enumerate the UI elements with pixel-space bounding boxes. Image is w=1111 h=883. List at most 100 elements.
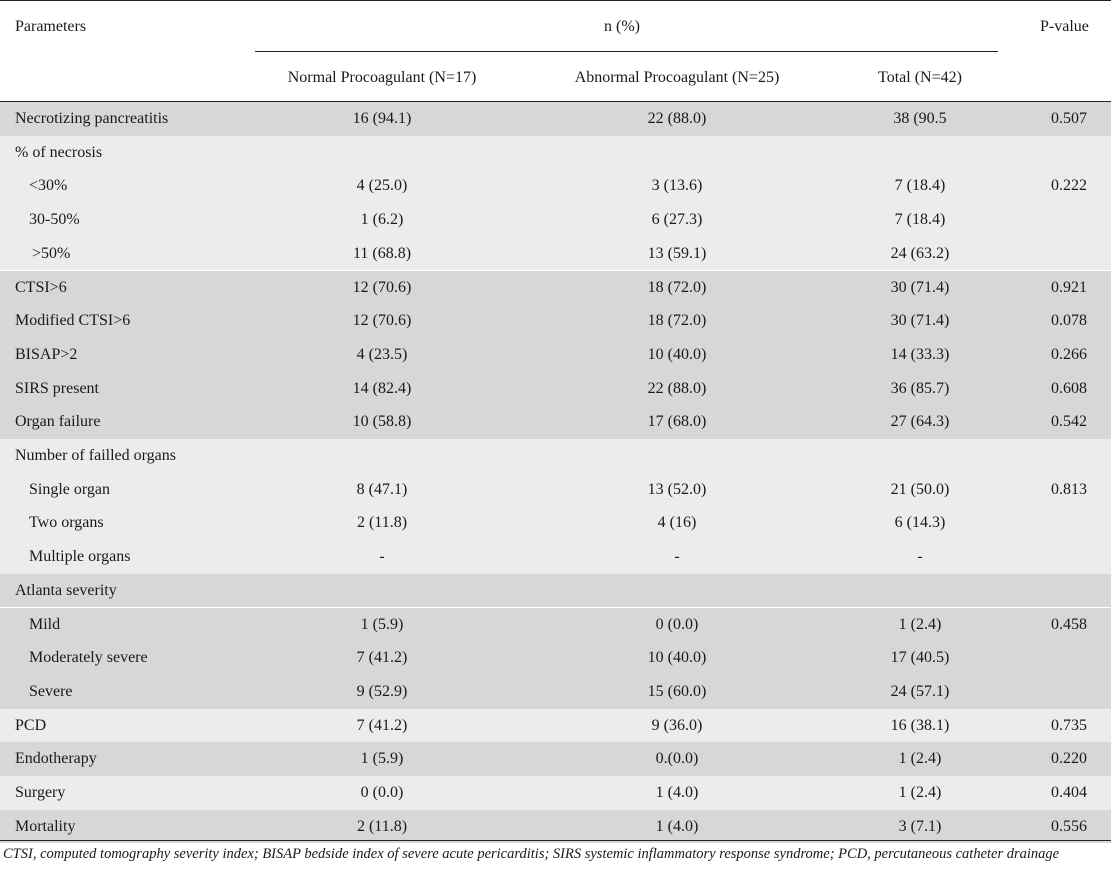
table-row: SIRS present 14 (82.4) 22 (88.0) 36 (85.7) 0… — [0, 371, 1111, 406]
cell-abnormal-procoagulant — [547, 574, 807, 608]
cell-abnormal-procoagulant: 17 (68.0) — [647, 413, 707, 431]
table-row: 30-50% 1 (6.2) 6 (27.3) 7 (18.4) — [0, 203, 1111, 237]
cell-abnormal-procoagulant — [547, 439, 807, 473]
cell-normal-procoagulant — [262, 136, 502, 170]
row-label: SIRS present — [15, 379, 99, 397]
cell-abnormal-procoagulant: 6 (27.3) — [651, 211, 703, 229]
table-row: Number of failled organs — [0, 439, 1111, 473]
cell-total: 16 (38.1) — [890, 716, 950, 734]
row-label: % of necrosis — [15, 143, 103, 161]
cell-total: 7 (18.4) — [894, 177, 946, 195]
cell-normal-procoagulant: 10 (58.8) — [352, 413, 412, 431]
table-row: Endotherapy 1 (5.9) 0.(0.0) 1 (2.4) 0.220 — [0, 742, 1111, 776]
cell-total: 6 (14.3) — [894, 514, 946, 532]
header-parameters: Parameters — [15, 18, 87, 35]
cell-p-value — [1030, 439, 1108, 473]
cell-normal-procoagulant: 16 (94.1) — [352, 110, 412, 127]
row-label: 30-50% — [29, 211, 80, 229]
cell-total: 24 (63.2) — [890, 244, 950, 262]
cell-p-value: 0.404 — [1051, 784, 1087, 801]
group-header-rule — [255, 51, 998, 52]
cell-abnormal-procoagulant: 0 (0.0) — [655, 615, 699, 633]
row-label: Severe — [29, 682, 73, 700]
cell-total: 38 (90.5 — [893, 110, 947, 127]
row-label: Modified CTSI>6 — [15, 312, 131, 330]
table-row: Surgery 0 (0.0) 1 (4.0) 1 (2.4) 0.404 — [0, 776, 1111, 810]
cell-normal-procoagulant — [262, 439, 502, 473]
header-normal-procoagulant: Normal Procoagulant (N=17) — [287, 69, 477, 86]
row-label: Mild — [29, 615, 61, 633]
cell-p-value: 0.608 — [1051, 379, 1087, 397]
row-label: Single organ — [29, 480, 111, 498]
row-label: BISAP>2 — [15, 345, 78, 363]
cell-abnormal-procoagulant: 22 (88.0) — [647, 110, 707, 127]
header-abnormal-procoagulant: Abnormal Procoagulant (N=25) — [574, 69, 780, 86]
cell-abnormal-procoagulant: 13 (59.1) — [647, 244, 707, 262]
cell-p-value: 0.556 — [1051, 817, 1087, 835]
cell-p-value: 0.220 — [1051, 750, 1087, 768]
cell-p-value — [1030, 641, 1108, 675]
cell-abnormal-procoagulant: 13 (52.0) — [647, 480, 707, 498]
header-row-2: Normal Procoagulant (N=17) Abnormal Proc… — [0, 52, 1111, 102]
table-row: BISAP>2 4 (23.5) 10 (40.0) 14 (33.3) 0.266 — [0, 337, 1111, 372]
cell-abnormal-procoagulant: 22 (88.0) — [647, 379, 707, 397]
table-row: Organ failure 10 (58.8) 17 (68.0) 27 (64.3)… — [0, 405, 1111, 439]
cell-normal-procoagulant: 4 (23.5) — [356, 345, 408, 363]
row-label: Mortality — [15, 817, 76, 835]
cell-normal-procoagulant: 11 (68.8) — [352, 244, 412, 262]
cell-p-value: 0.735 — [1051, 716, 1087, 734]
cell-normal-procoagulant: 2 (11.8) — [356, 817, 408, 835]
cell-p-value: 0.266 — [1051, 345, 1087, 363]
cell-normal-procoagulant: 2 (11.8) — [356, 514, 408, 532]
table-row: <30% 4 (25.0) 3 (13.6) 7 (18.4) 0.222 — [0, 169, 1111, 204]
cell-normal-procoagulant: 0 (0.0) — [360, 784, 404, 801]
row-label: <30% — [29, 177, 68, 195]
cell-abnormal-procoagulant: 1 (4.0) — [655, 784, 699, 801]
cell-total — [850, 136, 990, 170]
cell-abnormal-procoagulant: 18 (72.0) — [647, 312, 707, 330]
row-label: CTSI>6 — [15, 278, 67, 296]
cell-abnormal-procoagulant: 18 (72.0) — [647, 278, 707, 296]
table-row: PCD 7 (41.2) 9 (36.0) 16 (38.1) 0.735 — [0, 708, 1111, 743]
row-label: Surgery — [15, 784, 66, 801]
cell-abnormal-procoagulant: 0.(0.0) — [655, 750, 699, 768]
cell-p-value — [1030, 574, 1108, 608]
cell-total: 30 (71.4) — [890, 278, 950, 296]
cell-total: 1 (2.4) — [898, 784, 942, 801]
table-row: Multiple organs - - - — [0, 540, 1111, 574]
row-label: Moderately severe — [29, 649, 148, 667]
cell-normal-procoagulant: 1 (5.9) — [360, 615, 404, 633]
row-label: Necrotizing pancreatitis — [15, 110, 169, 127]
cell-abnormal-procoagulant: 1 (4.0) — [655, 817, 699, 835]
table-row: Modified CTSI>6 12 (70.6) 18 (72.0) 30 (71.… — [0, 304, 1111, 338]
cell-total: 21 (50.0) — [890, 480, 950, 498]
cell-total — [850, 574, 990, 608]
cell-abnormal-procoagulant: 15 (60.0) — [647, 682, 707, 700]
cell-p-value — [1030, 136, 1108, 170]
cell-total — [850, 439, 990, 473]
header-group-n-percent: n (%) — [604, 18, 640, 35]
table-row: Necrotizing pancreatitis 16 (94.1) 22 (88.… — [0, 102, 1111, 136]
cell-normal-procoagulant: 12 (70.6) — [352, 278, 412, 296]
cell-p-value — [1030, 506, 1108, 540]
table-row: Single organ 8 (47.1) 13 (52.0) 21 (50.0) 0.… — [0, 472, 1111, 507]
row-label: Atlanta severity — [15, 581, 117, 599]
cell-total: 1 (2.4) — [898, 750, 942, 768]
cell-normal-procoagulant: - — [379, 548, 385, 566]
row-label: Organ failure — [15, 413, 101, 431]
cell-total: 1 (2.4) — [898, 615, 942, 633]
table-footnote: CTSI, computed tomography severity index… — [3, 846, 1060, 862]
table-row: Atlanta severity — [0, 573, 1111, 608]
table-top-rule — [0, 0, 1111, 1]
row-label: Two organs — [29, 514, 104, 532]
row-label: >50% — [32, 244, 71, 262]
cell-abnormal-procoagulant — [547, 136, 807, 170]
row-label: Endotherapy — [15, 750, 97, 768]
cell-abnormal-procoagulant: 4 (16) — [657, 514, 697, 532]
cell-total: 27 (64.3) — [890, 413, 950, 431]
cell-normal-procoagulant: 1 (5.9) — [360, 750, 404, 768]
cell-p-value: 0.507 — [1051, 110, 1087, 127]
header-p-value: P-value — [1040, 18, 1089, 35]
cell-normal-procoagulant: 14 (82.4) — [352, 379, 412, 397]
cell-normal-procoagulant: 4 (25.0) — [356, 177, 408, 195]
